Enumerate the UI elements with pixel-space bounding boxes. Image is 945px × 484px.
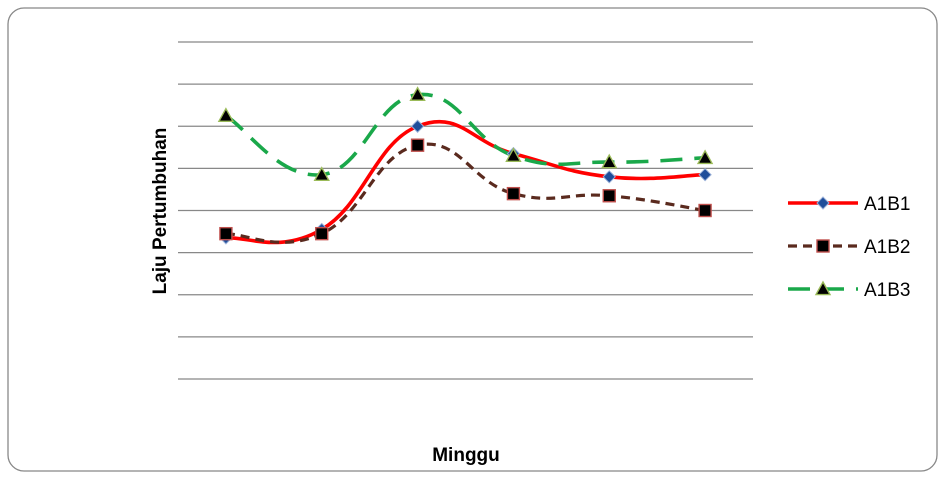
data-point-a1b2 <box>698 203 712 218</box>
data-point-a1b2 <box>602 189 616 203</box>
data-point-a1b2 <box>506 186 521 201</box>
data-point-a1b1 <box>698 167 712 182</box>
legend-marker-a1b3 <box>814 280 832 296</box>
data-point-a1b3 <box>313 166 330 181</box>
data-point-a1b1 <box>410 119 425 133</box>
legend-label-a1b1: A1B1 <box>864 194 910 215</box>
legend-label-a1b2: A1B2 <box>864 237 910 258</box>
data-point-a1b3 <box>505 147 522 163</box>
y-axis-label: Laju Pertumbuhan <box>150 128 171 295</box>
data-point-a1b3 <box>601 153 618 169</box>
data-point-a1b2 <box>315 226 329 241</box>
data-point-a1b1 <box>602 170 616 184</box>
data-point-a1b3 <box>217 107 235 123</box>
legend-marker-a1b2 <box>816 239 830 253</box>
data-point-a1b3 <box>409 86 426 101</box>
legend-label-a1b3: A1B3 <box>864 280 910 301</box>
gridlines <box>178 41 753 380</box>
x-axis-label: Minggu <box>432 445 500 466</box>
legend-marker-a1b1 <box>816 196 830 210</box>
chart-border <box>7 7 938 472</box>
data-point-a1b2 <box>219 226 233 241</box>
marker-layer <box>217 86 714 245</box>
legend: A1B1 A1B2 A1B3 <box>788 194 910 301</box>
data-point-a1b2 <box>410 138 425 152</box>
data-point-a1b3 <box>696 149 714 165</box>
